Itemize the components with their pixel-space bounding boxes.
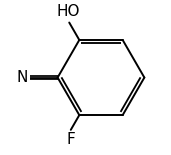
Text: HO: HO xyxy=(57,4,80,19)
Text: N: N xyxy=(16,70,27,85)
Text: F: F xyxy=(66,132,75,147)
